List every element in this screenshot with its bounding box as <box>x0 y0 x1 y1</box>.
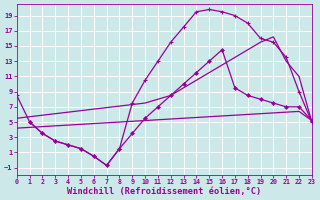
X-axis label: Windchill (Refroidissement éolien,°C): Windchill (Refroidissement éolien,°C) <box>67 187 261 196</box>
